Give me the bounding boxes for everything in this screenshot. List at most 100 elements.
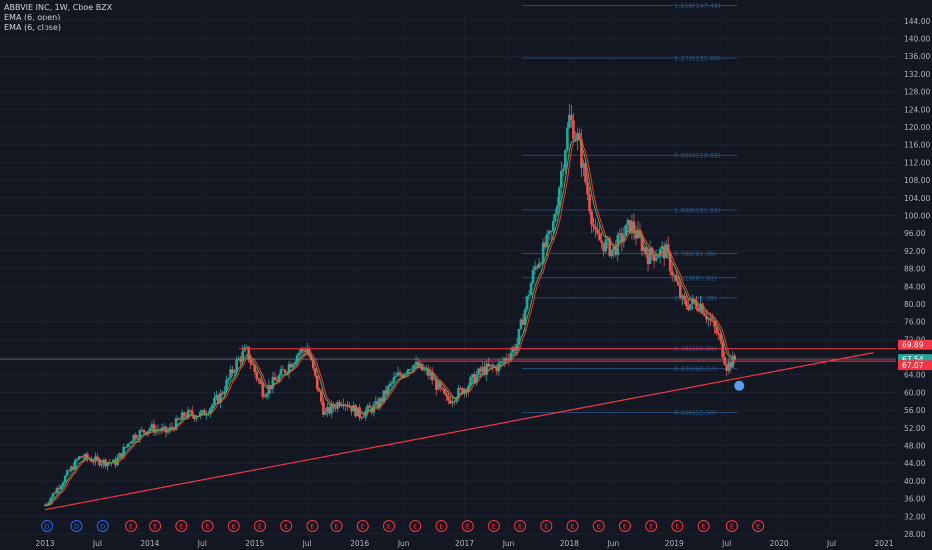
candle-body	[150, 424, 154, 429]
x-tick-label: Jul	[826, 539, 836, 548]
candle-body	[138, 430, 142, 439]
candle-body	[691, 298, 694, 305]
y-tick-label: 88.00	[904, 265, 926, 274]
candle-body	[362, 416, 365, 418]
candle-body	[118, 453, 121, 458]
candle-body	[82, 457, 85, 459]
candle-body	[531, 269, 535, 284]
event-letter: E	[623, 523, 627, 531]
event-letter: E	[649, 523, 653, 531]
candle-body	[434, 379, 438, 390]
candle-body	[257, 378, 261, 381]
candle-body	[134, 434, 138, 439]
candle-body	[328, 407, 331, 414]
candle-body	[408, 369, 412, 371]
fib-level-label: 0.618(85.92)	[674, 274, 716, 282]
candle-body	[412, 364, 416, 369]
earnings-event-icon	[227, 520, 240, 532]
candle-body	[406, 369, 410, 374]
y-tick-label: 144.00	[904, 17, 930, 26]
candle-body	[259, 380, 263, 385]
x-tick-label: Jul	[92, 539, 102, 548]
event-letter: E	[466, 523, 470, 531]
legend: ABBVIE INC, 1W, Cboe BZX EMA (6, open) E…	[4, 3, 112, 33]
candle-body	[186, 410, 190, 418]
candle-body	[562, 168, 565, 171]
candle-body	[501, 361, 505, 363]
x-tick-label: 2016	[350, 539, 369, 548]
candle-body	[628, 220, 632, 233]
candle-body	[430, 372, 434, 381]
candle-body	[90, 459, 93, 462]
y-tick-label: 120.00	[904, 123, 930, 132]
x-tick-label: 2020	[770, 539, 789, 548]
candle-body	[233, 371, 236, 374]
candle-body	[594, 226, 597, 230]
candle-body	[330, 404, 333, 414]
candle-body	[471, 374, 474, 378]
candle-body	[124, 446, 127, 448]
candle-body	[443, 389, 446, 394]
earnings-event-icon	[487, 520, 500, 532]
candle-body	[120, 453, 123, 457]
candle-body	[219, 392, 222, 403]
candle-body	[668, 252, 672, 272]
candle-body	[80, 456, 83, 458]
price-label-box	[898, 339, 932, 350]
event-letter: E	[232, 523, 236, 531]
event-letter: E	[361, 523, 365, 531]
earnings-event-icon	[752, 520, 765, 532]
candle-body	[311, 359, 315, 369]
event-letter: E	[258, 523, 262, 531]
x-tick-label: Jul	[721, 539, 731, 548]
candle-body	[493, 366, 497, 367]
candle-body	[624, 224, 628, 236]
candle-body	[580, 139, 583, 168]
candle-body	[485, 363, 488, 375]
y-tick-label: 44.00	[904, 459, 926, 468]
candle-body	[660, 246, 664, 250]
candle-body	[648, 247, 652, 264]
candle-body	[271, 376, 275, 389]
candle-body	[687, 306, 690, 310]
candle-body	[612, 246, 616, 250]
candle-body	[711, 320, 714, 322]
candle-body	[598, 233, 601, 241]
candle-body	[436, 382, 440, 390]
y-tick-label: 56.00	[904, 406, 926, 415]
fib-level-label: 0.786(91.38)	[674, 250, 716, 258]
candle-body	[727, 362, 731, 371]
candle-body	[701, 303, 704, 314]
x-tick-label: Jun	[502, 539, 515, 548]
event-letter: E	[518, 523, 522, 531]
candle-body	[537, 263, 541, 268]
fib-level-label: 1.000(101.24)	[674, 207, 720, 215]
candle-body	[279, 369, 283, 376]
candle-body	[96, 456, 99, 459]
candle-body	[57, 487, 61, 490]
candle-body	[170, 427, 174, 429]
candle-body	[703, 313, 706, 316]
candle-body	[360, 417, 363, 419]
candle-body	[162, 426, 166, 429]
candle-body	[509, 352, 513, 360]
candle-body	[560, 170, 563, 188]
candle-body	[604, 240, 607, 252]
candle-body	[422, 369, 426, 371]
candle-body	[543, 242, 547, 248]
candle-body	[338, 402, 341, 407]
y-tick-label: 108.00	[904, 176, 930, 185]
candle-body	[53, 492, 57, 494]
event-letter: E	[413, 523, 417, 531]
candle-body	[275, 380, 279, 382]
candle-body	[610, 249, 614, 257]
candle-body	[146, 430, 150, 435]
trendline	[44, 352, 874, 511]
y-tick-label: 48.00	[904, 442, 926, 451]
candle-body	[289, 364, 293, 368]
candle-body	[132, 434, 136, 442]
earnings-event-icon	[409, 520, 422, 532]
candle-body	[541, 242, 545, 264]
candle-body	[705, 315, 708, 320]
candle-body	[227, 378, 230, 380]
